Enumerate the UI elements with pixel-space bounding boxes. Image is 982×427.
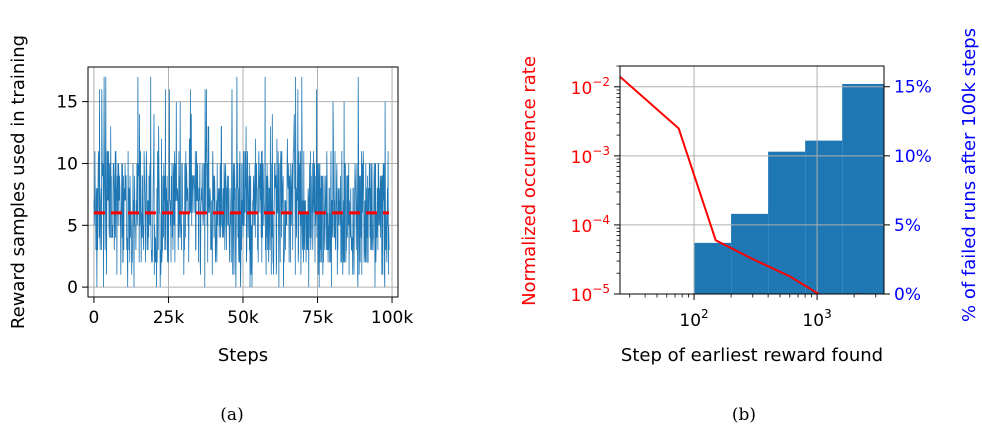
panel-b-ytick-label: 10−4 xyxy=(571,213,610,237)
panel-b-bar xyxy=(768,151,806,294)
panel-b-line xyxy=(620,75,860,294)
panel-b-bar xyxy=(842,83,884,294)
panel-b-ytick-right-label: 10% xyxy=(894,147,932,167)
panel-b-ytick-label-base: 10 xyxy=(571,148,593,168)
panel-a: 0 25k 50k 75k 100k 0 5 10 15 Steps Reward sample… xyxy=(8,35,413,425)
panel-a-caption: (a) xyxy=(220,405,243,425)
panel-b-ytick-label-exp: −4 xyxy=(592,213,610,227)
panel-b-ytick-label-exp: −5 xyxy=(592,282,610,296)
panel-a-xtick-label: 50k xyxy=(227,308,259,328)
panel-b-ytick-label: 10−2 xyxy=(571,75,610,99)
panel-b-ytick-label-base: 10 xyxy=(571,286,593,306)
panel-a-xtick-label: 100k xyxy=(371,308,413,328)
panel-b-xtick-label-exp: 2 xyxy=(701,307,709,321)
panel-b-xtick-label: 102 xyxy=(679,307,708,331)
panel-b-series-line xyxy=(620,75,860,294)
panel-b-ytick-right-label: 0% xyxy=(894,285,921,305)
panel-a-xtick-label: 0 xyxy=(89,308,100,328)
panel-a-ticks: 0 25k 50k 75k 100k 0 5 10 15 xyxy=(56,93,413,328)
panel-b-bar xyxy=(805,140,843,294)
panel-a-series-line xyxy=(93,76,390,288)
panel-a-xlabel: Steps xyxy=(218,345,268,366)
panel-b-caption: (b) xyxy=(732,405,756,425)
panel-b-bar xyxy=(731,213,769,294)
panel-b-ytick-label-base: 10 xyxy=(571,79,593,99)
panel-a-xtick-label: 25k xyxy=(153,308,185,328)
panel-b-xtick-label-base: 10 xyxy=(802,311,824,331)
panel-a-ytick-label: 5 xyxy=(67,216,78,236)
panel-b-ylabel-left: Normalized occurrence rate xyxy=(519,56,540,306)
panel-b-frame xyxy=(619,65,885,295)
panel-b-ylabel-right: % of failed runs after 100k steps xyxy=(959,28,980,322)
panel-b-bar xyxy=(694,242,732,294)
panel-a-plot-area xyxy=(93,76,390,288)
panel-b-ytick-label: 10−3 xyxy=(571,144,610,168)
panel-b-xtick-label-exp: 3 xyxy=(824,307,832,321)
panel-a-ytick-label: 10 xyxy=(56,154,78,174)
panel-a-ylabel: Reward samples used in training xyxy=(8,35,29,329)
panel-b-bars xyxy=(694,83,884,294)
panel-b-xtick-label: 103 xyxy=(802,307,831,331)
panel-a-ytick-label: 0 xyxy=(67,278,78,298)
panel-b-xlabel: Step of earliest reward found xyxy=(621,345,883,366)
panel-a-xtick-label: 75k xyxy=(302,308,334,328)
panel-b-ytick-right-label: 5% xyxy=(894,216,921,236)
panel-b-xtick-label-base: 10 xyxy=(679,311,701,331)
panel-b-ytick-label-base: 10 xyxy=(571,217,593,237)
panel-b-ytick-label-exp: −2 xyxy=(592,75,610,89)
panel-b-ytick-label: 10−5 xyxy=(571,282,610,306)
panel-b-ytick-label-exp: −3 xyxy=(592,144,610,158)
panel-a-ytick-label: 15 xyxy=(56,93,78,113)
panel-b-ytick-right-label: 15% xyxy=(894,78,932,98)
